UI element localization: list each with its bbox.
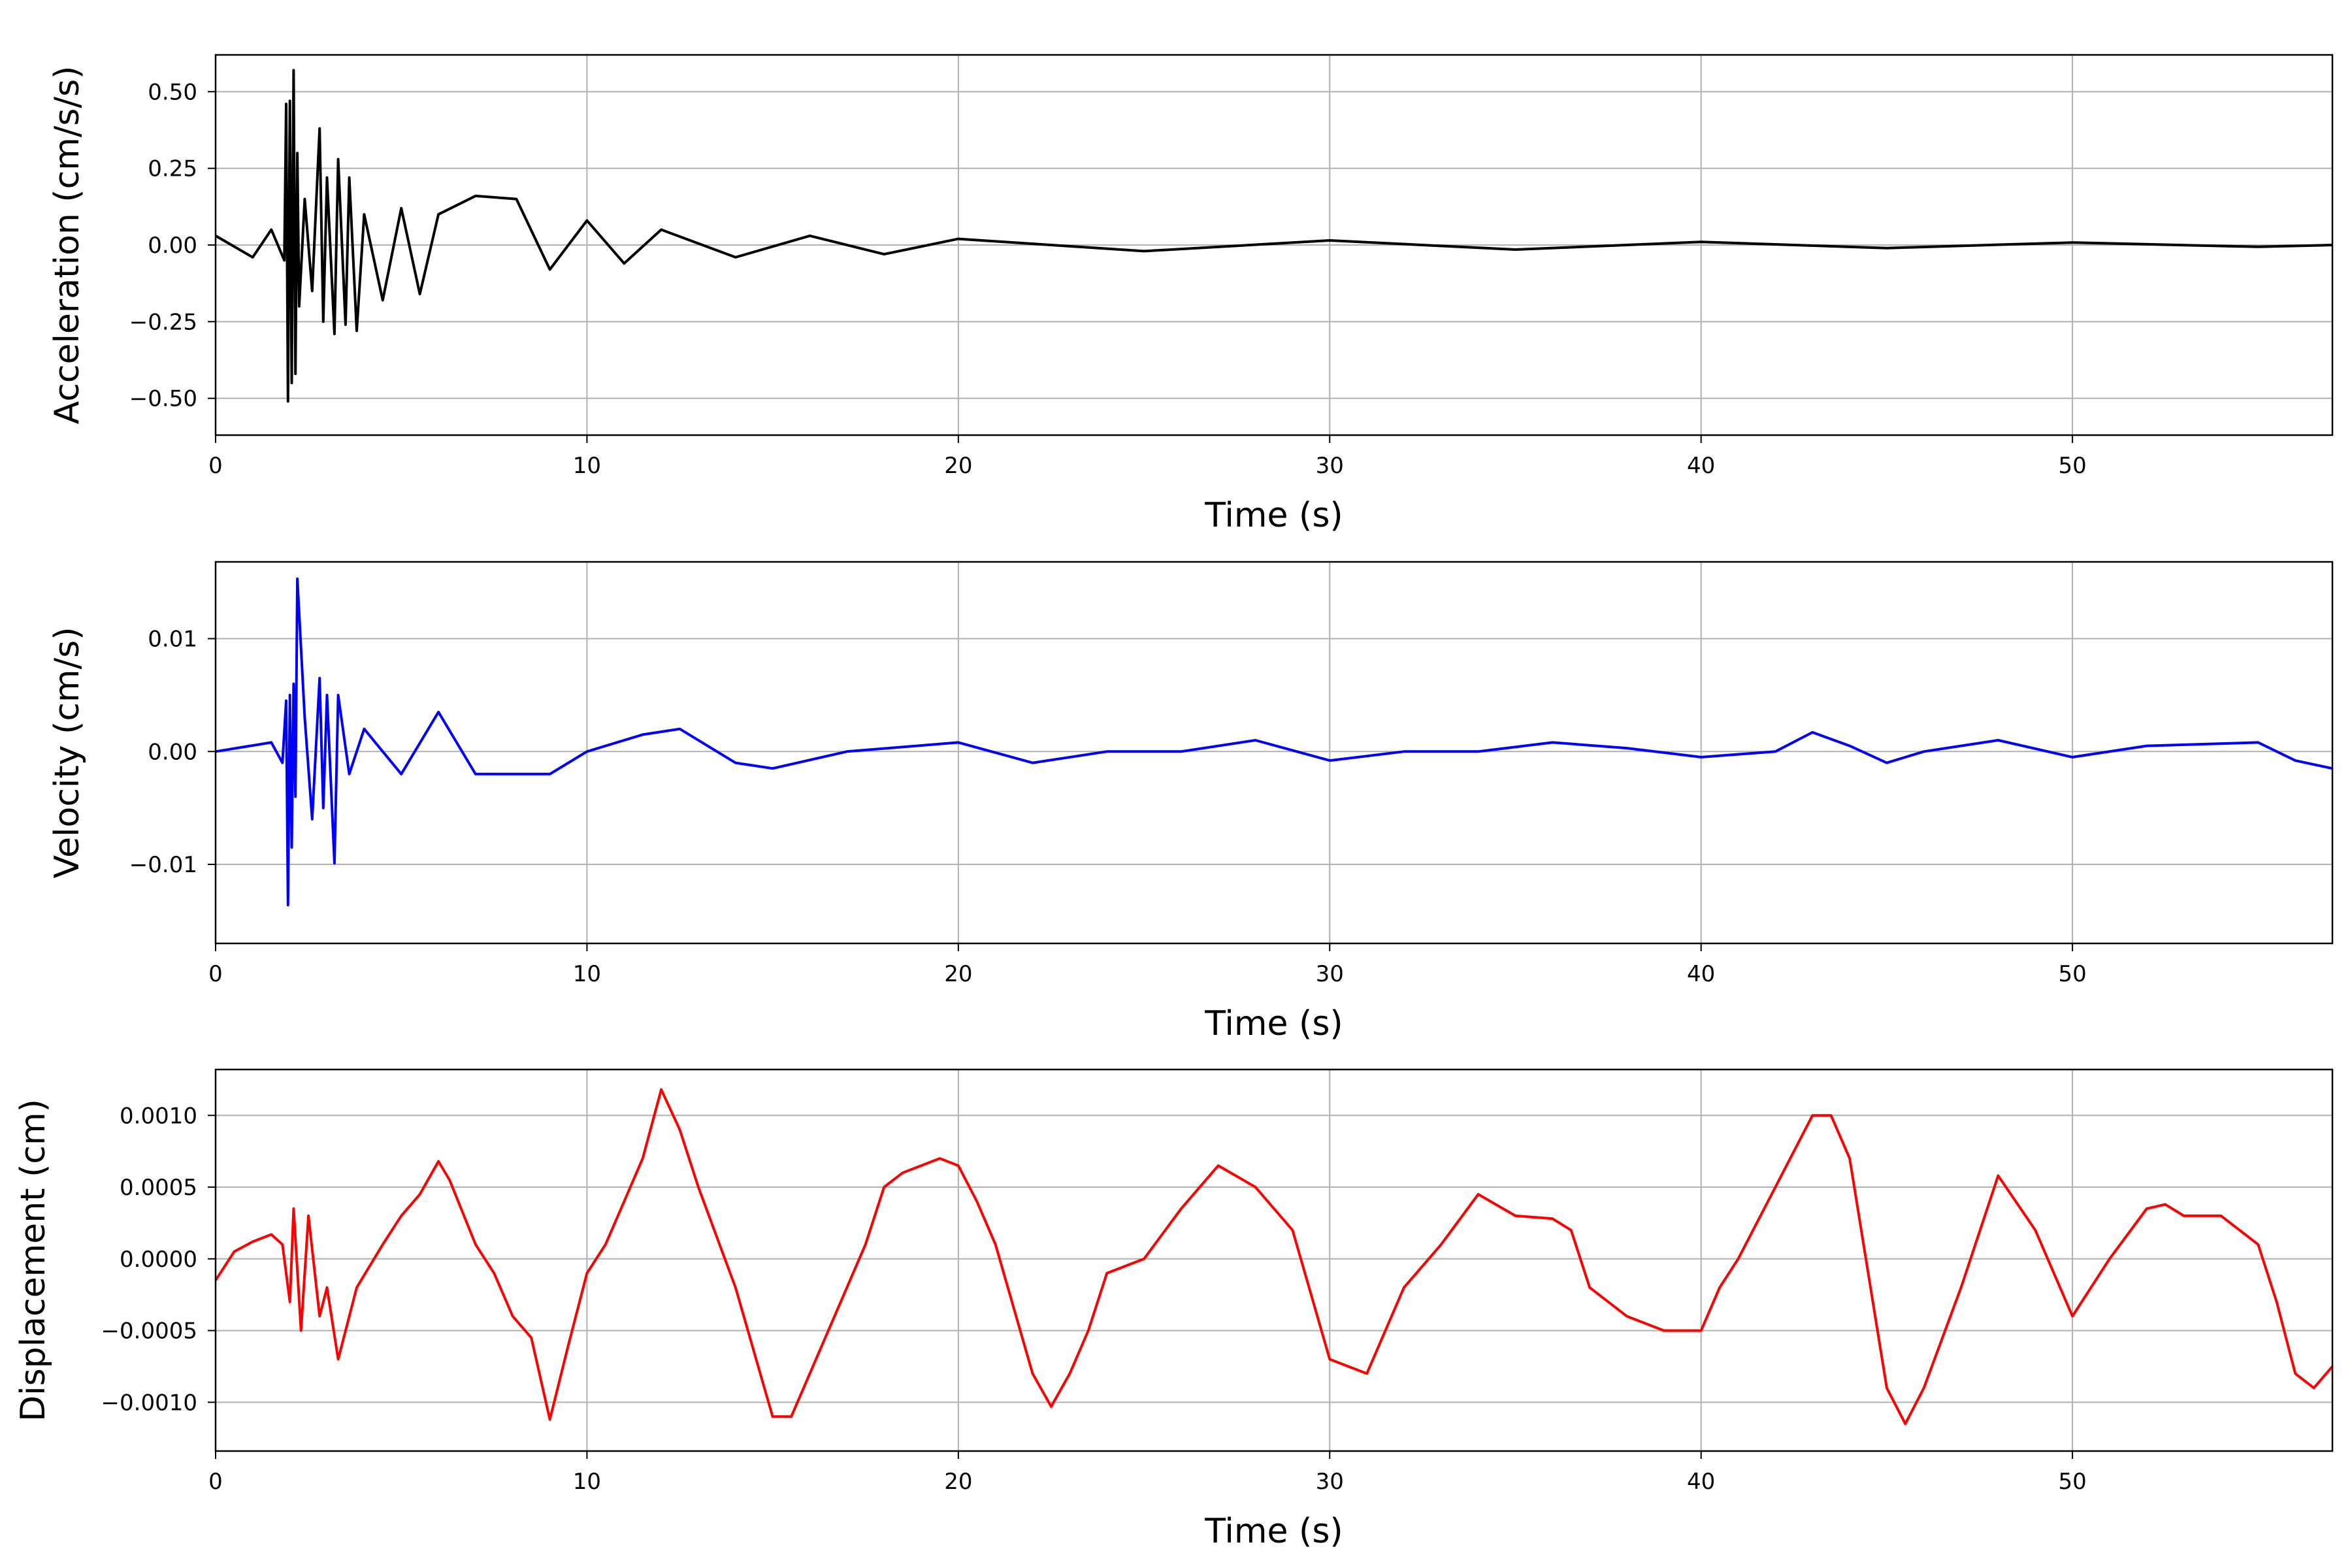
- displacement-ytick-label-1: −0.0005: [101, 1318, 197, 1345]
- velocity-axes-frame: [214, 561, 2334, 945]
- velocity-chart: 0 10 20 30 40 50 −0.01 0.00 0.01 Time (s) Velocity…: [48, 561, 2334, 1043]
- displacement-ytick-label-3: 0.0005: [120, 1175, 197, 1201]
- displacement-chart: 0 10 20 30 40 50 −0.0010 −0.0005 0.0000 0.0005 0.0…: [14, 1068, 2334, 1551]
- displacement-series-line-0: [214, 1088, 2334, 1426]
- acceleration-xtick-label-3: 30: [1316, 453, 1344, 479]
- displacement-ytick-label-4: 0.0010: [120, 1103, 197, 1129]
- acceleration-ytick-label-4: 0.50: [148, 79, 197, 105]
- velocity-xlabel: Time (s): [1204, 1004, 1343, 1043]
- velocity-xtick-label-1: 10: [573, 961, 601, 987]
- acceleration-xtick-label-0: 0: [208, 453, 223, 479]
- velocity-xtick-label-0: 0: [208, 961, 223, 987]
- velocity-xtick-label-3: 30: [1316, 961, 1344, 987]
- displacement-ytick-label-2: 0.0000: [120, 1247, 197, 1273]
- displacement-xlabel: Time (s): [1204, 1512, 1343, 1551]
- acceleration-ytick-label-3: 0.25: [148, 156, 197, 182]
- acceleration-xtick-label-4: 40: [1687, 453, 1715, 479]
- velocity-ytick-label-1: 0.00: [148, 739, 197, 765]
- acceleration-xlabel: Time (s): [1204, 496, 1343, 535]
- velocity-xtick-label-2: 20: [944, 961, 972, 987]
- acceleration-ytick-label-1: −0.25: [129, 309, 197, 335]
- velocity-xtick-label-5: 50: [2058, 961, 2086, 987]
- displacement-xtick-label-5: 50: [2058, 1469, 2086, 1495]
- acceleration-ytick-label-0: −0.50: [129, 386, 197, 412]
- displacement-xtick-label-3: 30: [1316, 1469, 1344, 1495]
- acceleration-xtick-label-2: 20: [944, 453, 972, 479]
- displacement-ylabel: Displacement (cm): [14, 1099, 53, 1422]
- acceleration-chart: 0 10 20 30 40 50 −0.50 −0.25 0.00 0.25 0.50 Time (s…: [48, 54, 2334, 535]
- velocity-ylabel: Velocity (cm/s): [48, 627, 87, 879]
- displacement-ytick-label-0: −0.0010: [101, 1390, 197, 1416]
- displacement-xtick-label-4: 40: [1687, 1469, 1715, 1495]
- velocity-xtick-label-4: 40: [1687, 961, 1715, 987]
- displacement-xtick-label-2: 20: [944, 1469, 972, 1495]
- acceleration-xtick-label-1: 10: [573, 453, 601, 479]
- velocity-series-line-0: [215, 577, 2333, 907]
- acceleration-ylabel: Acceleration (cm/s/s): [48, 66, 87, 425]
- acceleration-series-line-0: [214, 69, 2333, 403]
- acceleration-xtick-label-5: 50: [2058, 453, 2086, 479]
- acceleration-ytick-label-2: 0.00: [148, 233, 197, 259]
- displacement-xtick-label-1: 10: [573, 1469, 601, 1495]
- velocity-ytick-label-2: 0.01: [148, 626, 197, 652]
- velocity-ytick-label-0: −0.01: [129, 852, 197, 878]
- displacement-xtick-label-0: 0: [208, 1469, 223, 1495]
- displacement-axes-frame: [214, 1068, 2334, 1452]
